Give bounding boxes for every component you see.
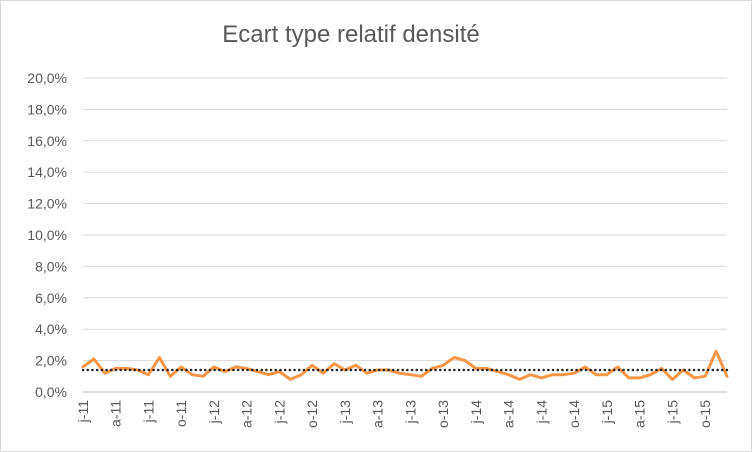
chart-title: Ecart type relatif densité (222, 21, 480, 48)
x-tick-label: j-13 (337, 400, 353, 425)
x-tick-label: a-11 (108, 400, 124, 427)
x-tick-label: a-14 (501, 400, 517, 428)
y-tick-label: 20,0% (27, 70, 67, 86)
y-tick-label: 16,0% (27, 133, 67, 149)
y-tick-label: 18,0% (27, 101, 67, 117)
y-tick-label: 14,0% (27, 164, 67, 180)
x-tick-label: j-12 (206, 400, 222, 425)
y-tick-label: 8,0% (35, 258, 67, 274)
x-tick-label: j-15 (664, 400, 680, 425)
series-line (81, 349, 729, 381)
x-tick-label: o-15 (697, 400, 713, 428)
y-tick-label: 4,0% (35, 321, 67, 337)
x-tick-label: o-13 (435, 400, 451, 428)
x-tick-label: a-12 (239, 400, 255, 428)
y-tick-label: 6,0% (35, 290, 67, 306)
y-tick-label: 12,0% (27, 196, 67, 212)
x-tick-label: o-14 (566, 400, 582, 428)
x-tick-label: j-14 (533, 400, 549, 425)
x-tick-label: o-12 (304, 400, 320, 428)
x-tick-label: a-15 (632, 400, 648, 428)
x-tick-label: j-11 (75, 400, 91, 424)
y-tick-label: 2,0% (35, 353, 67, 369)
x-tick-label: j-11 (140, 400, 156, 424)
x-tick-label: a-13 (370, 400, 386, 428)
x-tick-label: j-14 (468, 400, 484, 425)
x-tick-label: j-13 (402, 400, 418, 425)
x-tick-label: j-12 (271, 400, 287, 425)
y-tick-label: 0,0% (35, 384, 67, 400)
x-tick-label: o-11 (173, 400, 189, 427)
y-tick-label: 10,0% (27, 227, 67, 243)
x-tick-label: j-15 (599, 400, 615, 425)
